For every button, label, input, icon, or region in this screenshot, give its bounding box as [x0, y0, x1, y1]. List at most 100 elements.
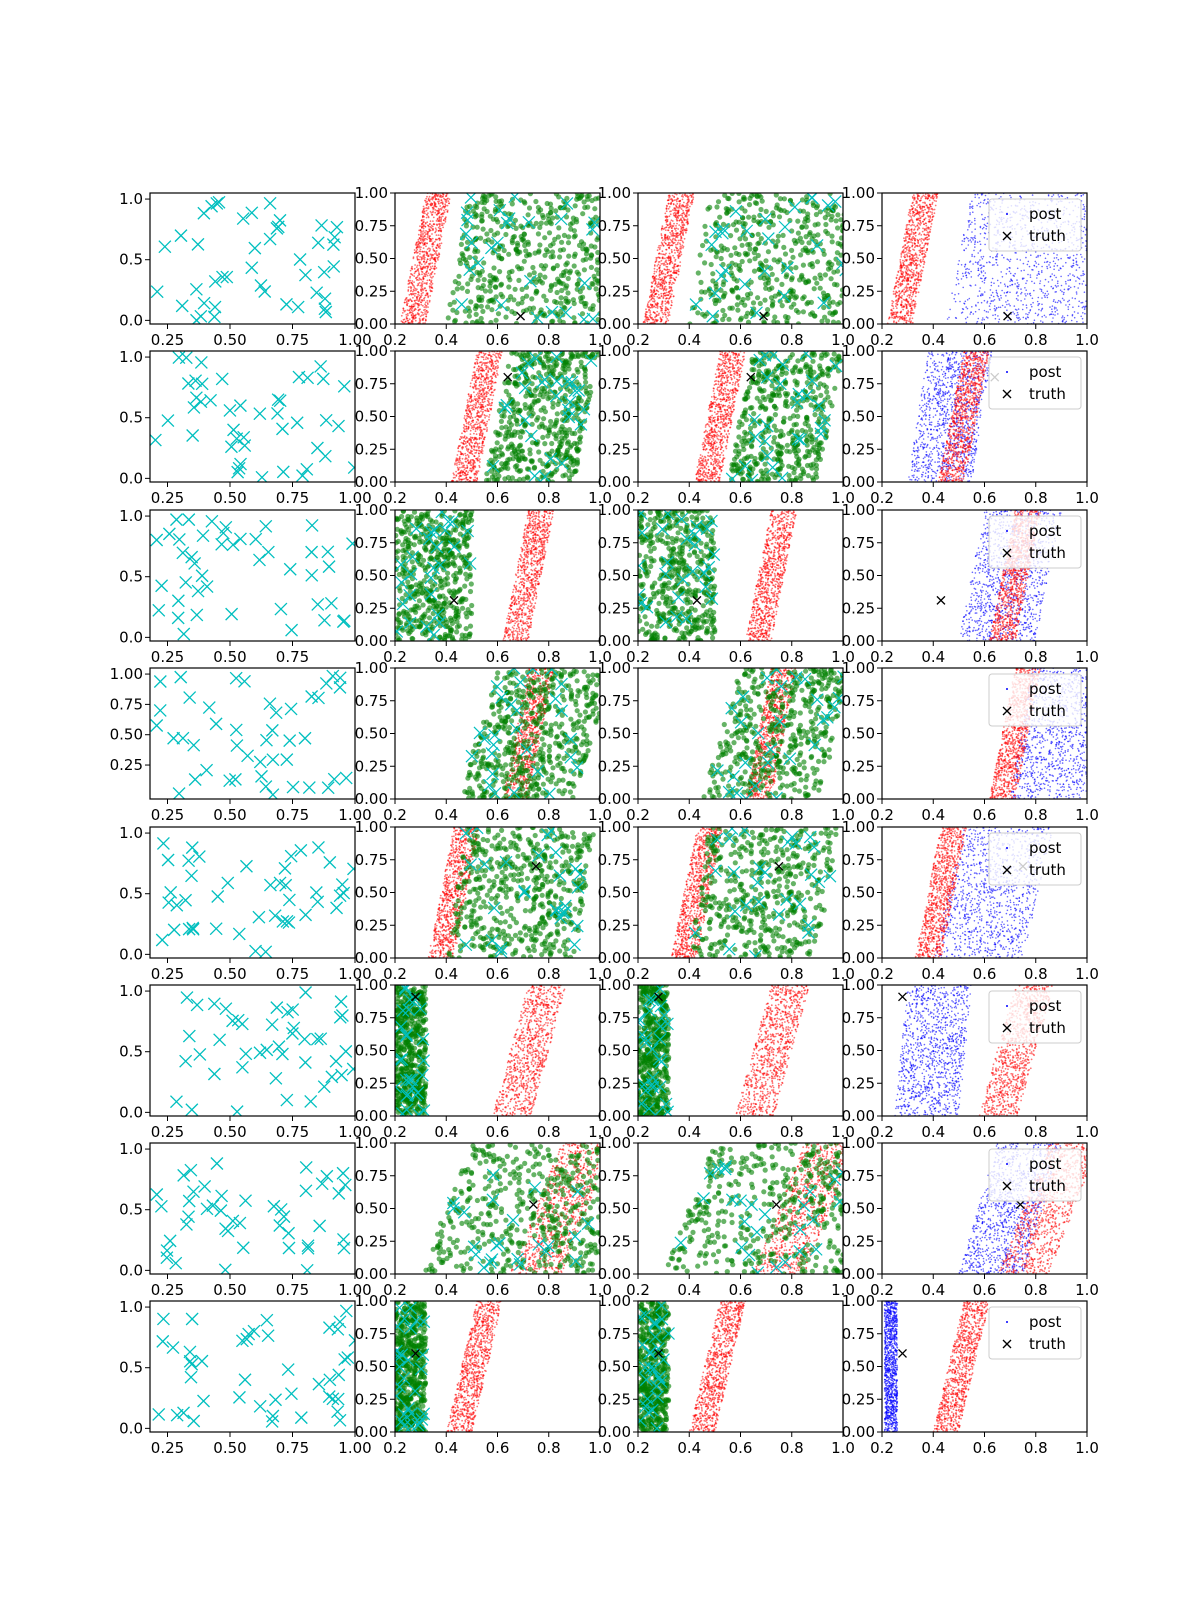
red-sample — [419, 253, 421, 255]
red-sample — [420, 263, 423, 266]
post-sample — [1020, 196, 1022, 199]
red-sample — [911, 254, 914, 256]
post-sample — [1067, 288, 1069, 290]
green-sample — [744, 292, 751, 298]
x-tick-label: 0.50 — [213, 331, 246, 349]
post-sample — [970, 241, 973, 243]
red-sample — [929, 211, 932, 213]
red-sample — [426, 195, 428, 198]
green-sample — [581, 199, 587, 205]
red-sample — [923, 233, 926, 236]
red-sample — [922, 246, 925, 249]
red-sample — [668, 297, 670, 300]
red-sample — [927, 227, 930, 230]
prior-sample-marker — [236, 212, 250, 226]
red-sample — [903, 288, 905, 291]
green-sample — [507, 277, 513, 283]
post-sample — [1089, 258, 1091, 260]
green-sample — [581, 267, 588, 273]
prior-sample-marker — [189, 282, 203, 296]
post-sample — [1029, 292, 1031, 295]
post-sample — [1053, 306, 1056, 309]
red-sample — [918, 217, 921, 220]
red-sample — [683, 219, 686, 222]
post-sample — [995, 289, 998, 292]
post-sample — [1102, 219, 1104, 221]
post-sample — [968, 272, 971, 275]
post-sample — [1043, 314, 1046, 317]
green-sample — [702, 223, 708, 229]
prior-sample-marker — [263, 232, 277, 246]
red-sample — [434, 211, 437, 214]
red-sample — [665, 221, 668, 224]
red-sample — [662, 239, 664, 242]
post-sample — [1072, 306, 1074, 309]
red-sample — [439, 227, 442, 230]
red-sample — [656, 283, 659, 286]
red-sample — [422, 318, 424, 320]
red-sample — [926, 233, 929, 236]
red-sample — [906, 300, 909, 302]
red-sample — [683, 194, 686, 197]
red-sample — [653, 270, 656, 273]
post-sample — [985, 228, 987, 230]
post-sample — [1046, 261, 1048, 263]
post-sample — [1046, 290, 1049, 293]
post-sample — [981, 194, 983, 196]
green-sample — [795, 321, 802, 324]
post-sample — [1089, 220, 1091, 222]
green-sample — [590, 306, 596, 312]
green-sample — [595, 271, 600, 277]
post-sample — [1081, 301, 1084, 304]
green-sample — [740, 296, 746, 303]
green-sample — [550, 215, 556, 221]
red-sample — [679, 203, 681, 205]
red-sample — [438, 253, 440, 256]
post-sample — [1082, 208, 1084, 210]
red-sample — [670, 203, 672, 206]
red-sample — [649, 311, 651, 314]
green-sample — [565, 275, 571, 282]
red-sample — [441, 195, 444, 198]
post-sample — [1096, 204, 1098, 206]
green-sample — [736, 251, 742, 258]
red-sample — [404, 320, 407, 323]
post-sample — [957, 293, 960, 295]
red-sample — [670, 300, 673, 302]
red-sample — [667, 300, 670, 303]
post-sample — [1014, 252, 1016, 254]
y-tick-label: 0.25 — [598, 282, 631, 300]
red-sample — [421, 287, 424, 290]
post-sample — [1073, 275, 1076, 278]
post-sample — [1071, 314, 1074, 317]
green-sample — [720, 307, 726, 314]
green-sample — [464, 204, 470, 210]
red-sample — [416, 248, 419, 251]
red-sample — [664, 234, 667, 237]
post-sample — [1017, 287, 1019, 290]
post-sample — [977, 295, 979, 297]
post-sample — [974, 217, 976, 220]
red-sample — [649, 304, 652, 306]
red-sample — [412, 310, 414, 313]
red-sample — [423, 215, 425, 218]
green-sample — [475, 277, 481, 283]
red-sample — [676, 222, 678, 225]
post-sample — [1024, 298, 1026, 300]
red-sample — [421, 256, 423, 258]
post-sample — [980, 256, 983, 258]
post-sample — [1018, 284, 1020, 286]
red-sample — [422, 266, 424, 269]
red-sample — [922, 266, 925, 269]
green-sample — [509, 309, 515, 315]
post-sample — [1025, 304, 1028, 307]
red-sample — [920, 237, 923, 240]
red-sample — [925, 242, 927, 245]
red-sample — [406, 304, 409, 306]
post-sample — [1028, 311, 1030, 314]
post-sample — [963, 249, 965, 251]
red-sample — [419, 319, 422, 322]
cyan-sample-marker — [781, 261, 794, 275]
post-sample — [992, 295, 995, 298]
post-sample — [1075, 260, 1078, 263]
